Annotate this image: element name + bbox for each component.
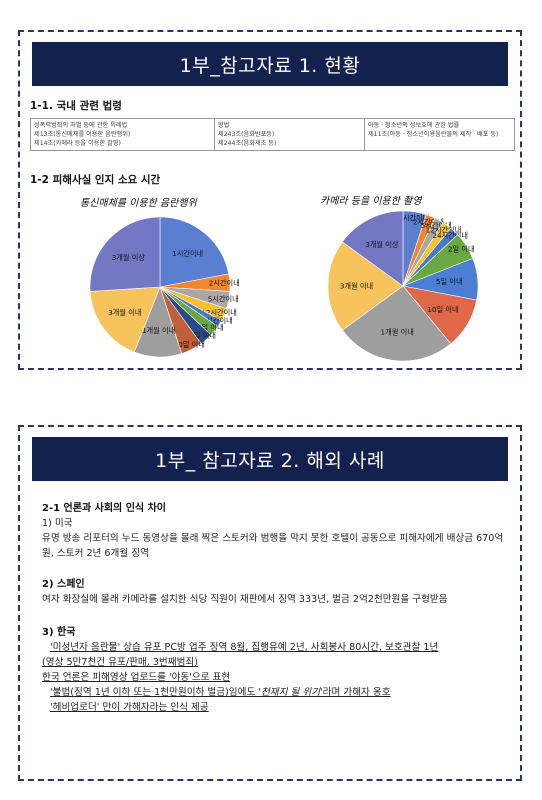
pie-slice-label: 2일 이내 [197, 323, 224, 332]
table-cell: 형법 제243조(음화반포등) 제244조(음화제조 등) [213, 118, 365, 151]
law-name: 아동ㆍ청소년의 성보호에 관한 법률 [367, 121, 460, 129]
korea-defense-quote: 천재지 될 위기 [260, 687, 321, 698]
law-article: 제244조(음화제조 등) [217, 139, 277, 147]
pie-slice [341, 210, 404, 287]
law-name: 성폭력범죄의 처벌 등에 관한 특례법 [34, 121, 128, 129]
chart-title-left: 통신매체를 이용한 음란행위 [80, 198, 197, 209]
law-article: 제14조(카메라 등을 이용한 촬영) [34, 139, 121, 147]
pie-slice-label: 5시간이내 [421, 221, 452, 230]
korea-defense-text-c: '라며 가해자 옹호 [320, 687, 391, 698]
korea-case-line: '미성년자 음란물' 상습 유포 PC방 업주 징역 8월, 집행유예 2년, … [50, 642, 439, 653]
pie-slice-label: 5일 이내 [189, 331, 216, 340]
section-heading-laws: 1-1. 국내 관련 법령 [30, 100, 122, 112]
slide-title-banner: 1부_참고자료 1. 현황 [32, 42, 508, 86]
korea-case-detail: (영상 5만7천건 유포/판매, 3번째범죄) [42, 657, 198, 668]
pie-slice-label: 5일 이내 [436, 277, 463, 286]
table-cell: 성폭력범죄의 처벌 등에 관한 특례법 제13조(통신매체를 이용한 음란행위)… [30, 118, 215, 151]
pie-slice-label: 12시간이내 [201, 308, 237, 317]
law-name: 형법 [217, 121, 230, 129]
section-heading-time: 1-2 피해사실 인지 소요 시간 [30, 174, 161, 186]
pie-slice-label: 24시간이내 [432, 231, 468, 240]
pie-slice-label: 1개월 이내 [381, 328, 414, 337]
pie-slice-label: 3개월 이내 [108, 308, 141, 317]
pie-slice [327, 241, 404, 331]
us-text: 유명 방송 리포터의 누드 동영상을 몰래 찍은 스토커와 범행을 막지 못한 … [42, 533, 504, 559]
pie-slice-label: 10일 이내 [427, 305, 458, 314]
spain-heading: 2) 스페인 [42, 579, 85, 590]
pie-slice-label: 10일 이내 [174, 340, 205, 349]
slide-overseas-cases: 1부_ 참고자료 2. 해외 사례 2-1 언론과 사회의 인식 차이 1) 미… [18, 425, 522, 781]
pie-slice [89, 286, 161, 353]
pie-slice-label: 1개월 이내 [142, 326, 175, 335]
pie-slice-label: 2일 이내 [448, 245, 475, 254]
pie-slice [341, 285, 452, 362]
table-cell: 아동ㆍ청소년의 성보호에 관한 법률 제11조(아동ㆍ청소년이용음란물의 제작ㆍ… [363, 118, 516, 151]
pie-slice-label: 2시간이내 [413, 217, 444, 226]
law-article: 제13조(통신매체를 이용한 음란행위) [34, 130, 131, 138]
section-heading: 2-1 언론과 사회의 인식 차이 [42, 503, 166, 514]
us-heading: 1) 미국 [42, 518, 73, 529]
pie-slice-label: 3개월 이상 [365, 240, 399, 249]
slide-status: 1부_참고자료 1. 현황 1-1. 국내 관련 법령 성폭력범죄의 처벌 등에… [18, 30, 522, 370]
chart-title-right: 카메라 등을 이용한 촬영 [320, 196, 422, 207]
pie-slice [159, 216, 230, 288]
korea-media-line: 한국 언론은 피해영상 업로드를 '야동'으로 표현 [42, 672, 231, 683]
slide-title: 1부_참고자료 1. 현황 [179, 54, 361, 77]
slide-title-banner: 1부_ 참고자료 2. 해외 사례 [32, 437, 508, 481]
pie-slice-label: 1시간이내 [172, 249, 203, 258]
spain-text: 여자 화장실에 몰래 카메라를 설치한 식당 직원이 재판에서 징역 333년,… [42, 594, 448, 605]
pie-slice-label: 1시간이내 [398, 213, 429, 222]
pie-slice-label: 12시간이내 [426, 226, 462, 235]
pie-slice-label: 3개월 이상 [112, 253, 146, 262]
korea-defense-line: '불법(징역 1년 이하 또는 1천만원이하 벌금)임에도 '천재지 될 위기'… [42, 685, 512, 700]
korea-heading: 3) 한국 [42, 627, 76, 638]
law-article: 제243조(음화반포등) [217, 130, 275, 138]
slide-title: 1부_ 참고자료 2. 해외 사례 [155, 449, 385, 472]
pie-slice-label: 5시간이내 [208, 295, 239, 304]
pie-slice-label: 3개월 이내 [340, 282, 373, 291]
pie-slice-label: 2시간이내 [209, 278, 240, 287]
pie-slice-label: 24시간이내 [197, 316, 233, 325]
law-article: 제11조(아동ㆍ청소년이용음란물의 제작ㆍ배포 등) [367, 130, 499, 138]
korea-defense-text-a: '불법(징역 1년 이하 또는 1천만원이하 벌금)임에도 ' [50, 687, 261, 698]
korea-uploader-line: '헤비업로더' 만이 가해자라는 인식 제공 [50, 702, 209, 713]
table-row: 성폭력범죄의 처벌 등에 관한 특례법 제13조(통신매체를 이용한 음란행위)… [30, 118, 516, 151]
pie-slice [89, 216, 161, 292]
laws-table: 성폭력범죄의 처벌 등에 관한 특례법 제13조(통신매체를 이용한 음란행위)… [30, 118, 516, 151]
